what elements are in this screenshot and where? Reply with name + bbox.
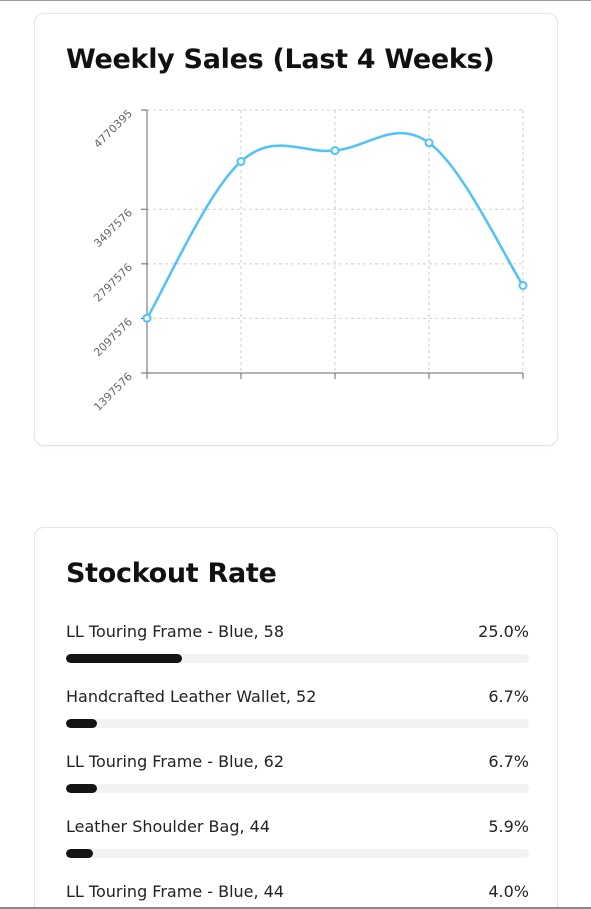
sales-data-point[interactable] xyxy=(236,156,246,166)
bottom-border xyxy=(0,907,591,909)
stockout-item-value: 6.7% xyxy=(488,752,529,771)
stockout-progress-track xyxy=(66,719,529,728)
chart-grid xyxy=(147,109,524,373)
stockout-list: LL Touring Frame - Blue, 58 25.0% Handcr… xyxy=(66,622,529,909)
stockout-item-value: 5.9% xyxy=(488,817,529,836)
stockout-item: Leather Shoulder Bag, 44 5.9% xyxy=(66,817,529,882)
stockout-item-value: 4.0% xyxy=(488,882,529,901)
y-tick-label: 1397576 xyxy=(91,370,135,414)
sales-data-point[interactable] xyxy=(518,280,528,290)
stockout-progress-track xyxy=(66,784,529,793)
sales-data-point[interactable] xyxy=(142,313,152,323)
stockout-progress-track xyxy=(66,849,529,858)
stockout-rate-card: Stockout Rate LL Touring Frame - Blue, 5… xyxy=(34,527,558,909)
stockout-item-value: 25.0% xyxy=(478,622,529,641)
chart-points[interactable] xyxy=(142,138,528,323)
stockout-item-label: Leather Shoulder Bag, 44 xyxy=(66,817,271,836)
stockout-item: Handcrafted Leather Wallet, 52 6.7% xyxy=(66,687,529,752)
stockout-item-label: Handcrafted Leather Wallet, 52 xyxy=(66,687,317,706)
stockout-row: Handcrafted Leather Wallet, 52 6.7% xyxy=(66,687,529,709)
y-tick-label: 2097576 xyxy=(91,315,135,359)
stockout-item-label: LL Touring Frame - Blue, 62 xyxy=(66,752,285,771)
stockout-row: LL Touring Frame - Blue, 44 4.0% xyxy=(66,882,529,904)
stockout-progress-fill xyxy=(66,784,98,793)
stockout-item-label: LL Touring Frame - Blue, 44 xyxy=(66,882,285,901)
y-tick-label: 3497576 xyxy=(91,206,135,250)
stockout-item: LL Touring Frame - Blue, 62 6.7% xyxy=(66,752,529,817)
chart-axes xyxy=(141,109,524,379)
stockout-row: Leather Shoulder Bag, 44 5.9% xyxy=(66,817,529,839)
y-tick-label: 4770395 xyxy=(91,107,135,151)
weekly-sales-card: Weekly Sales (Last 4 Weeks) 1397576 20975… xyxy=(34,13,558,446)
stockout-item-label: LL Touring Frame - Blue, 58 xyxy=(66,622,285,641)
sales-data-point[interactable] xyxy=(424,138,434,148)
stockout-item: LL Touring Frame - Blue, 58 25.0% xyxy=(66,622,529,687)
weekly-sales-chart: 1397576 2097576 2797576 3497576 4770395 xyxy=(91,107,528,414)
stockout-item: LL Touring Frame - Blue, 44 4.0% xyxy=(66,882,529,909)
y-tick-label: 2797576 xyxy=(91,261,135,305)
y-tick-labels: 1397576 2097576 2797576 3497576 4770395 xyxy=(91,107,135,414)
sales-data-point[interactable] xyxy=(330,146,340,156)
stockout-rate-title: Stockout Rate xyxy=(66,558,277,589)
top-border xyxy=(0,0,591,1)
stockout-row: LL Touring Frame - Blue, 58 25.0% xyxy=(66,622,529,644)
stockout-progress-track xyxy=(66,654,529,663)
stockout-progress-fill xyxy=(66,849,94,858)
stockout-progress-fill xyxy=(66,719,98,728)
weekly-sales-title: Weekly Sales (Last 4 Weeks) xyxy=(66,44,495,75)
stockout-progress-fill xyxy=(66,654,182,663)
stockout-item-value: 6.7% xyxy=(488,687,529,706)
stockout-row: LL Touring Frame - Blue, 62 6.7% xyxy=(66,752,529,774)
